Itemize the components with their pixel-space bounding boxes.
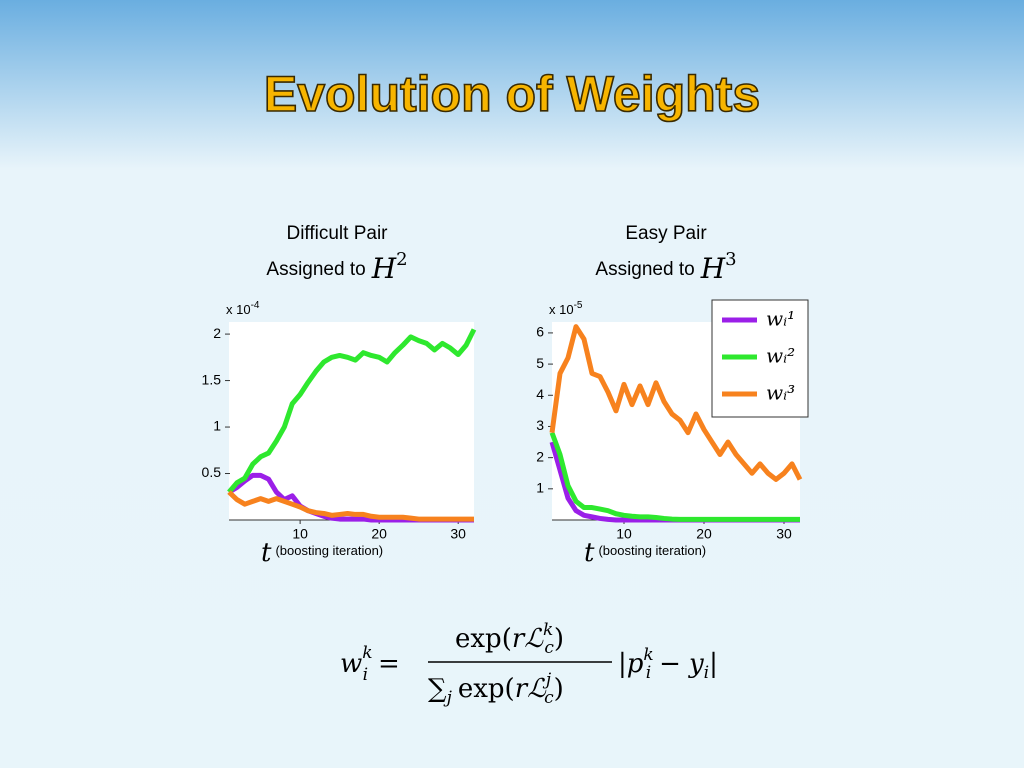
x-axis-math: t [584,538,595,568]
x-tick-label: 30 [776,526,792,542]
y-tick-label: 1 [536,480,544,496]
x-tick-label: 30 [450,526,466,542]
y-tick-label: 6 [536,324,544,340]
formula-denominator: ∑j exp(rℒj c) [428,670,564,708]
series-line [227,328,477,494]
y-tick-label: 2 [213,325,221,341]
x-axis-math: t [261,538,272,568]
chart-title: Easy Pair [625,223,707,244]
multiplier-exp: -5 [574,300,583,311]
series-line [227,490,474,522]
legend-label: wᵢ¹ [766,307,795,331]
legend-label: wᵢ² [766,344,795,368]
y-tick-label: 2 [536,448,544,464]
legend-label: wᵢ³ [766,381,795,405]
formula-numerator: exp(rℒk c) [455,620,564,658]
chart-subtitle: Assigned to H2 [266,249,407,285]
subtitle-math-sup: 2 [396,249,407,270]
y-tick-label: 1 [213,418,221,434]
axis-multiplier: x 10-4 [226,300,260,318]
multiplier-base: x 10 [549,302,574,317]
axis-multiplier: x 10-5 [549,300,583,318]
subtitle-math-sup: 3 [725,249,736,270]
slide-title: Evolution of Weights [264,66,760,122]
subtitle-text: Assigned to [595,259,694,280]
x-axis-label: t (boosting iteration) [584,538,706,568]
legend: wᵢ¹ wᵢ² wᵢ³ [711,299,809,418]
series-line [549,324,803,482]
multiplier-base: x 10 [226,302,251,317]
y-tick-label: 4 [536,386,544,402]
y-tick-label: 0.5 [202,464,222,480]
formula-lhs: wk i = [340,643,400,685]
y-tick-label: 3 [536,417,544,433]
x-tick-label: 20 [371,526,387,542]
subtitle-math: H [371,252,397,285]
formula: wk i = exp(rℒk c) ∑j exp(rℒj c) |pk i − yi| [340,620,718,708]
x-axis-label: t (boosting iteration) [261,538,383,568]
x-tick-label: 20 [696,526,712,542]
x-tick-label: 10 [616,526,632,542]
x-axis-text: (boosting iteration) [275,543,383,558]
y-tick-label: 1.5 [202,371,222,387]
multiplier-exp: -4 [251,300,260,311]
x-axis-text: (boosting iteration) [598,543,706,558]
chart-title: Difficult Pair [286,223,388,244]
y-tick-label: 5 [536,355,544,371]
subtitle-math: H [700,252,726,285]
formula-abs: |pk i − yi| [618,645,718,683]
plot-area [229,322,474,520]
subtitle-text: Assigned to [266,259,365,280]
chart-subtitle: Assigned to H3 [595,249,736,285]
x-tick-label: 10 [292,526,308,542]
series-line [549,431,800,522]
